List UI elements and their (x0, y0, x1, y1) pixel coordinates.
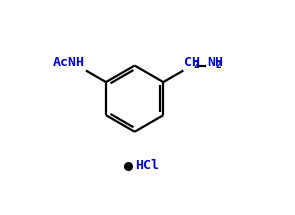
Text: HCl: HCl (135, 159, 160, 172)
Text: CH: CH (184, 56, 200, 69)
Text: 2: 2 (194, 60, 200, 71)
Text: 2: 2 (216, 60, 222, 71)
Text: AcNH: AcNH (53, 55, 85, 69)
Text: NH: NH (207, 56, 223, 69)
